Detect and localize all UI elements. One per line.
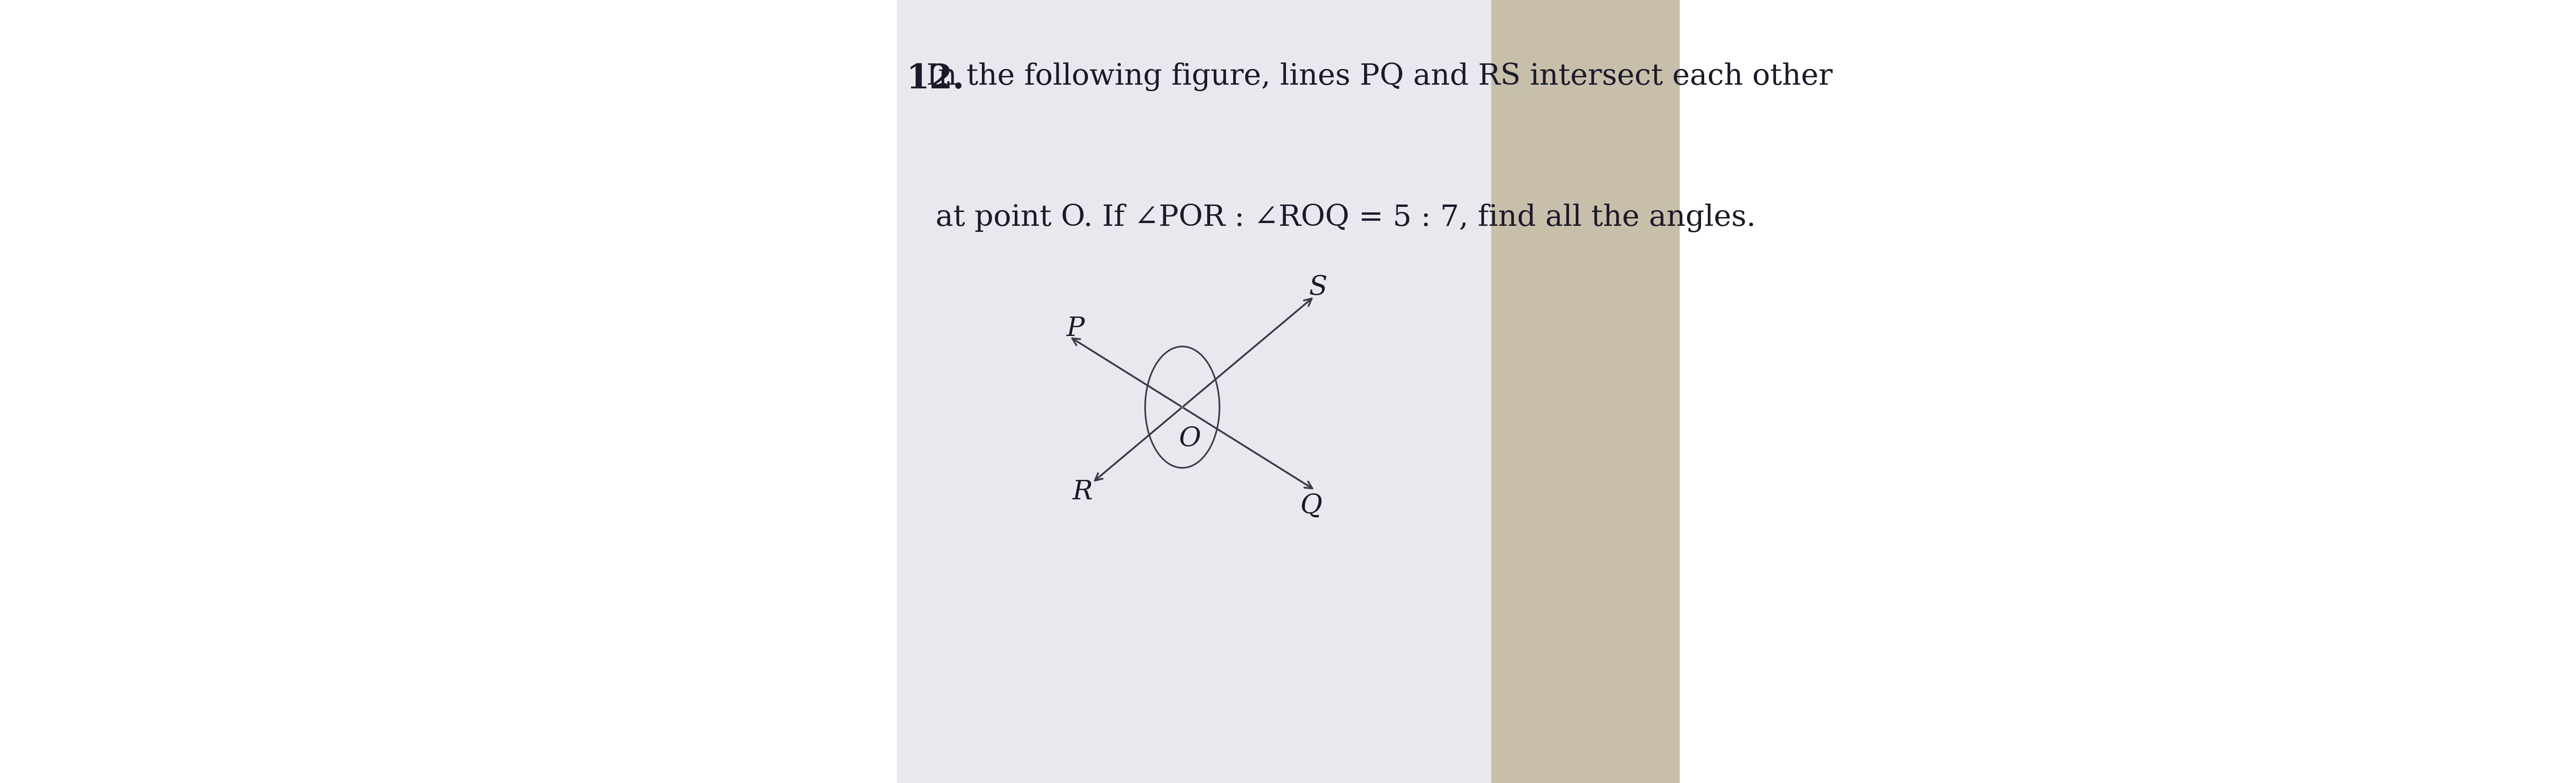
- Text: at point O. If ∠POR : ∠ROQ = 5 : 7, find all the angles.: at point O. If ∠POR : ∠ROQ = 5 : 7, find…: [935, 204, 1757, 233]
- Text: R: R: [1072, 479, 1092, 505]
- Text: Q: Q: [1301, 493, 1321, 519]
- Text: P: P: [1066, 316, 1084, 342]
- Text: In the following figure, lines PQ and RS intersect each other: In the following figure, lines PQ and RS…: [927, 63, 1832, 92]
- Text: O: O: [1180, 425, 1200, 452]
- Bar: [896, 0, 1492, 783]
- Text: S: S: [1309, 274, 1327, 300]
- Bar: [1492, 0, 1680, 783]
- Text: 12.: 12.: [907, 63, 963, 96]
